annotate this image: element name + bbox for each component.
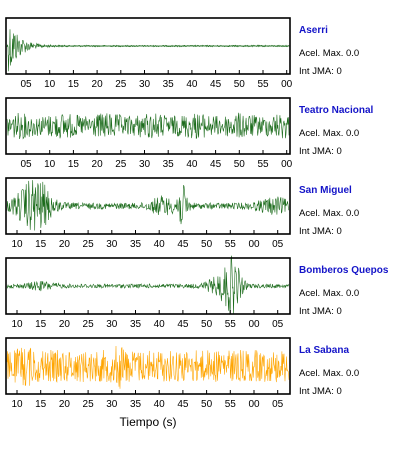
x-tick-label: 55 xyxy=(225,399,237,410)
waveform-trace xyxy=(6,180,290,231)
waveform-trace xyxy=(6,255,290,315)
x-tick-label: 25 xyxy=(83,399,95,410)
panel-teatro-nacional: 05 10 15 20 25 30 35 40 45 50 55 00 Teatro Nacional A… xyxy=(5,97,373,170)
x-tick-label: 10 xyxy=(11,319,23,330)
jma-intensity: Int JMA: 0 xyxy=(299,306,342,317)
x-tick-label: 25 xyxy=(115,79,127,90)
x-tick-label: 25 xyxy=(83,239,95,250)
x-tick-label: 35 xyxy=(130,239,142,250)
panel-frame xyxy=(5,17,291,75)
panel-frame xyxy=(5,97,291,155)
station-name: Teatro Nacional xyxy=(299,105,373,116)
waveform-trace xyxy=(6,29,289,72)
x-tick-label: 35 xyxy=(163,159,175,170)
x-tick-label: 55 xyxy=(257,159,269,170)
panel-frame xyxy=(5,337,291,395)
x-tick-label: 25 xyxy=(83,319,95,330)
jma-intensity: Int JMA: 0 xyxy=(299,386,342,397)
max-acceleration: Acel. Max. 0.0 xyxy=(299,208,359,219)
x-tick-label: 15 xyxy=(35,239,47,250)
x-tick-label: 55 xyxy=(225,319,237,330)
x-tick-label: 15 xyxy=(35,319,47,330)
max-acceleration: Acel. Max. 0.0 xyxy=(299,288,359,299)
max-acceleration: Acel. Max. 0.0 xyxy=(299,128,359,139)
x-tick-label: 40 xyxy=(154,239,166,250)
x-tick-label: 15 xyxy=(35,399,47,410)
max-acceleration: Acel. Max. 0.0 xyxy=(299,368,359,379)
x-tick-label: 10 xyxy=(11,239,23,250)
x-tick-label: 05 xyxy=(272,319,284,330)
x-tick-label: 25 xyxy=(115,159,127,170)
x-tick-label: 20 xyxy=(92,79,104,90)
x-tick-label: 40 xyxy=(154,399,166,410)
x-tick-label: 45 xyxy=(177,319,189,330)
x-tick-label: 45 xyxy=(177,399,189,410)
x-tick-label: 45 xyxy=(210,159,222,170)
x-tick-label: 30 xyxy=(106,319,118,330)
panel-frame xyxy=(5,177,291,235)
panel-bomberos-quepos: 10 15 20 25 30 35 40 45 50 55 00 05 Bomberos Quepos A… xyxy=(5,255,389,330)
x-tick-label: 35 xyxy=(163,79,175,90)
x-tick-label: 00 xyxy=(248,239,260,250)
station-name: San Miguel xyxy=(299,185,352,196)
x-tick-label: 40 xyxy=(186,79,198,90)
max-acceleration: Acel. Max. 0.0 xyxy=(299,48,359,59)
x-tick-label: 05 xyxy=(20,159,32,170)
x-tick-label: 10 xyxy=(44,79,56,90)
x-tick-label: 00 xyxy=(281,79,293,90)
x-tick-label: 35 xyxy=(130,319,142,330)
x-tick-label: 15 xyxy=(68,159,80,170)
x-tick-label: 20 xyxy=(92,159,104,170)
x-tick-label: 05 xyxy=(272,399,284,410)
jma-intensity: Int JMA: 0 xyxy=(299,146,342,157)
x-tick-label: 50 xyxy=(234,159,246,170)
jma-intensity: Int JMA: 0 xyxy=(299,226,342,237)
panel-la-sabana: 10 15 20 25 30 35 40 45 50 55 00 05 La Sabana Acel. M… xyxy=(5,337,359,410)
x-tick-label: 00 xyxy=(248,399,260,410)
x-tick-label: 00 xyxy=(248,319,260,330)
panel-san-miguel: 10 15 20 25 30 35 40 45 50 55 00 05 San Miguel Acel. … xyxy=(5,177,359,250)
x-tick-label: 30 xyxy=(106,399,118,410)
waveform-trace xyxy=(6,345,290,389)
station-name: La Sabana xyxy=(299,345,349,356)
x-tick-label: 10 xyxy=(44,159,56,170)
x-tick-label: 30 xyxy=(139,159,151,170)
x-tick-label: 30 xyxy=(106,239,118,250)
panel-frame xyxy=(5,257,291,315)
x-tick-label: 45 xyxy=(177,239,189,250)
waveform-trace xyxy=(6,112,290,140)
x-tick-label: 55 xyxy=(257,79,269,90)
x-tick-label: 00 xyxy=(281,159,293,170)
jma-intensity: Int JMA: 0 xyxy=(299,66,342,77)
x-tick-label: 30 xyxy=(139,79,151,90)
x-tick-label: 05 xyxy=(272,239,284,250)
x-tick-label: 45 xyxy=(210,79,222,90)
panel-aserri: 05 10 15 20 25 30 35 40 45 50 55 00 Aserri Acel. Max.… xyxy=(5,17,359,90)
station-name: Bomberos Quepos xyxy=(299,265,389,276)
x-tick-label: 20 xyxy=(59,399,71,410)
x-tick-label: 20 xyxy=(59,319,71,330)
station-name: Aserri xyxy=(299,25,328,36)
x-tick-label: 05 xyxy=(20,79,32,90)
x-tick-label: 50 xyxy=(234,79,246,90)
x-tick-label: 40 xyxy=(186,159,198,170)
x-tick-label: 50 xyxy=(201,399,213,410)
x-tick-label: 50 xyxy=(201,319,213,330)
x-tick-label: 50 xyxy=(201,239,213,250)
x-tick-label: 10 xyxy=(11,399,23,410)
x-tick-label: 15 xyxy=(68,79,80,90)
x-tick-label: 55 xyxy=(225,239,237,250)
panels-layer: 05 10 15 20 25 30 35 40 45 50 55 00 Aserri Acel. Max.… xyxy=(5,17,389,410)
x-axis-label: Tiempo (s) xyxy=(120,415,177,429)
x-tick-label: 35 xyxy=(130,399,142,410)
x-tick-label: 40 xyxy=(154,319,166,330)
x-tick-label: 20 xyxy=(59,239,71,250)
